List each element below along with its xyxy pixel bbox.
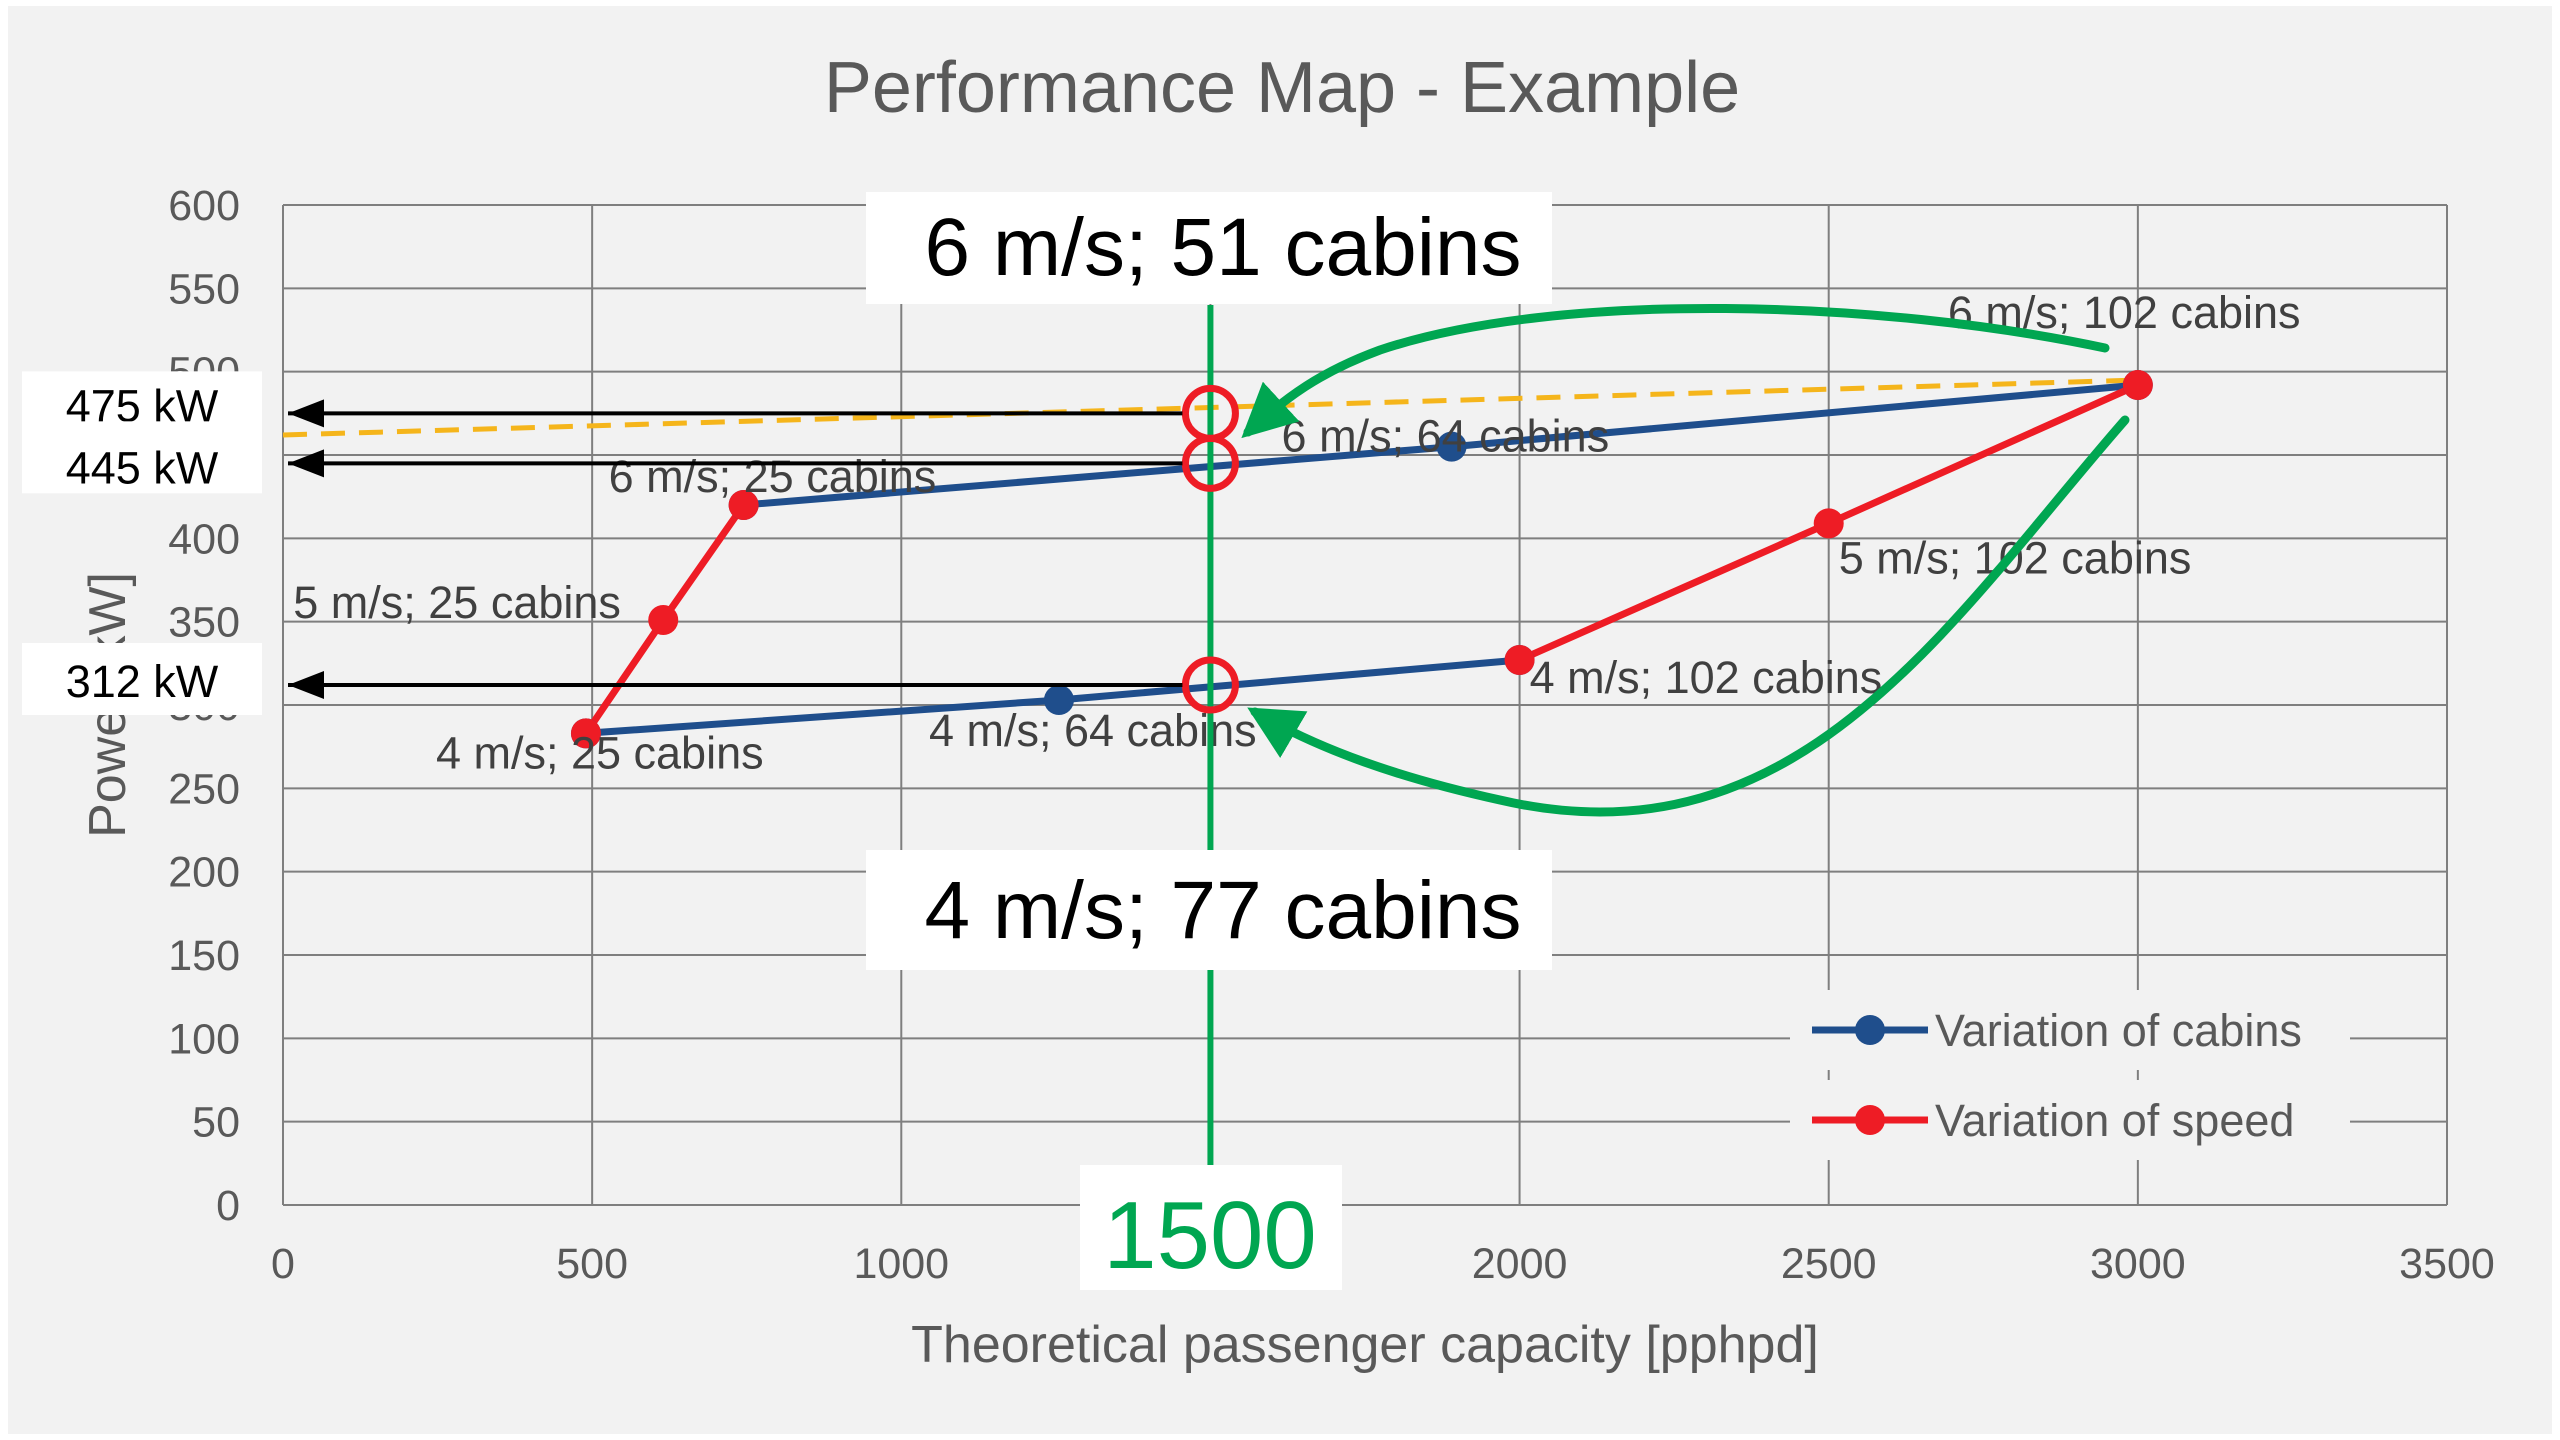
kw-label-box <box>22 643 262 715</box>
x-tick-label: 3500 <box>2399 1240 2495 1288</box>
callout-bottom-box <box>866 850 1552 970</box>
y-tick-label: 150 <box>168 932 240 980</box>
data-point-variation-of-cabins <box>1436 431 1467 462</box>
legend-marker-variation-of-cabins <box>1855 1015 1885 1045</box>
point-label: 5 m/s; 102 cabins <box>1839 532 2192 583</box>
y-tick-label: 50 <box>192 1099 240 1147</box>
x-reference-label: 1500 <box>1103 1182 1317 1289</box>
chart-title: Performance Map - Example <box>824 48 1740 128</box>
y-tick-label: 350 <box>168 599 240 647</box>
y-tick-label: 550 <box>168 265 240 313</box>
kw-label-box <box>22 421 262 494</box>
x-tick-label: 1000 <box>853 1240 949 1288</box>
data-point-variation-of-speed <box>2122 370 2153 400</box>
point-label: 4 m/s; 64 cabins <box>929 705 1257 756</box>
point-label: 5 m/s; 25 cabins <box>293 577 621 628</box>
intersection-circle <box>1181 656 1239 714</box>
data-point-variation-of-speed <box>570 718 601 749</box>
point-label: 6 m/s; 64 cabins <box>1282 411 1610 462</box>
y-tick-label: 400 <box>168 515 240 563</box>
point-label: 6 m/s; 25 cabins <box>609 451 937 502</box>
callout-top-box <box>866 192 1552 304</box>
y-tick-label: 200 <box>168 849 240 897</box>
legend-marker-variation-of-speed <box>1855 1105 1885 1135</box>
legend-label-variation-of-speed: Variation of speed <box>1935 1095 2294 1146</box>
x-reference-box <box>1080 1165 1342 1290</box>
kw-label: 312 kW <box>66 656 219 707</box>
callout-bottom: 4 m/s; 77 cabins <box>924 865 1521 956</box>
data-point-variation-of-speed <box>1504 645 1535 675</box>
x-tick-label: 2500 <box>1781 1240 1877 1288</box>
point-label: 4 m/s; 102 cabins <box>1530 652 1883 703</box>
green-arrow-lower <box>1247 415 2130 817</box>
intersection-circle <box>1181 434 1239 492</box>
data-point-variation-of-speed <box>728 490 759 520</box>
y-tick-label: 600 <box>168 182 240 230</box>
x-tick-label: 0 <box>271 1240 295 1288</box>
data-point-variation-of-speed <box>1813 508 1844 539</box>
y-tick-label: 100 <box>168 1015 240 1063</box>
data-point-variation-of-speed <box>648 605 679 635</box>
green-arrow-upper <box>1241 303 2110 439</box>
y-tick-label: 250 <box>168 765 240 813</box>
x-tick-label: 3000 <box>2090 1240 2186 1288</box>
point-label: 4 m/s; 25 cabins <box>436 727 764 778</box>
y-tick-label: 0 <box>216 1182 240 1230</box>
data-point-variation-of-cabins <box>1043 685 1074 715</box>
legend-label-variation-of-cabins: Variation of cabins <box>1935 1005 2302 1056</box>
x-tick-label: 500 <box>556 1240 628 1288</box>
x-tick-label: 2000 <box>1472 1240 1568 1288</box>
x-axis-title: Theoretical passenger capacity [pphpd] <box>911 1316 1819 1374</box>
callout-top: 6 m/s; 51 cabins <box>924 202 1521 293</box>
kw-label: 445 kW <box>66 442 219 493</box>
